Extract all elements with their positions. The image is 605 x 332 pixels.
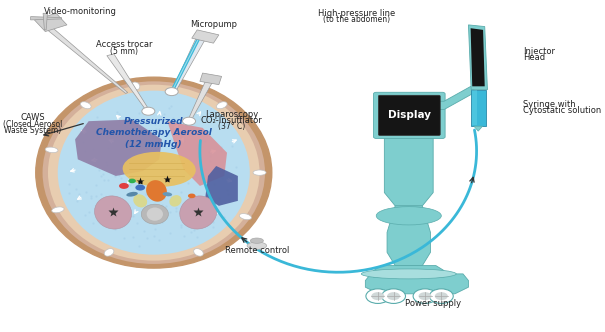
Polygon shape <box>468 25 488 90</box>
Polygon shape <box>200 73 221 85</box>
Text: Video-monitoring: Video-monitoring <box>44 7 117 16</box>
Circle shape <box>413 289 437 303</box>
Ellipse shape <box>42 81 265 264</box>
Polygon shape <box>53 173 137 244</box>
Text: (Closed Aerosol: (Closed Aerosol <box>3 120 62 129</box>
Circle shape <box>183 117 195 125</box>
Text: CAWS: CAWS <box>21 113 45 123</box>
Ellipse shape <box>51 207 64 213</box>
Polygon shape <box>107 54 150 112</box>
Ellipse shape <box>253 170 266 175</box>
Polygon shape <box>387 206 431 266</box>
Ellipse shape <box>133 194 147 208</box>
FancyBboxPatch shape <box>373 92 445 138</box>
Circle shape <box>371 292 384 300</box>
Text: CO₂-Insufflator: CO₂-Insufflator <box>200 116 262 125</box>
Text: Waste System): Waste System) <box>4 126 61 135</box>
Circle shape <box>119 183 129 189</box>
Polygon shape <box>170 173 254 244</box>
Circle shape <box>382 289 405 303</box>
Ellipse shape <box>169 195 181 207</box>
Polygon shape <box>471 28 485 86</box>
Circle shape <box>136 185 145 191</box>
Ellipse shape <box>361 269 456 279</box>
Text: Micropump: Micropump <box>190 20 237 30</box>
Ellipse shape <box>126 192 138 197</box>
Ellipse shape <box>48 85 260 261</box>
Ellipse shape <box>104 249 114 256</box>
Text: (37° C): (37° C) <box>218 122 245 131</box>
Ellipse shape <box>131 82 140 90</box>
Text: Access trocar: Access trocar <box>96 40 152 49</box>
Polygon shape <box>171 34 208 93</box>
Ellipse shape <box>180 196 217 229</box>
Ellipse shape <box>142 204 168 224</box>
Ellipse shape <box>94 196 132 229</box>
Ellipse shape <box>163 192 172 196</box>
Text: Laparoscopy: Laparoscopy <box>204 110 258 119</box>
Text: Injector: Injector <box>523 47 555 56</box>
Polygon shape <box>474 126 483 131</box>
Text: Syringe with: Syringe with <box>523 100 575 109</box>
Ellipse shape <box>57 91 250 255</box>
Text: Pressurized
Chemotherapy Aerosol
(12 mmHg): Pressurized Chemotherapy Aerosol (12 mmH… <box>96 117 212 149</box>
Polygon shape <box>471 90 486 126</box>
Polygon shape <box>384 106 433 206</box>
Ellipse shape <box>36 77 272 268</box>
Ellipse shape <box>376 207 441 225</box>
Ellipse shape <box>146 180 167 202</box>
Text: (5 mm): (5 mm) <box>110 47 138 56</box>
Circle shape <box>435 292 448 300</box>
Polygon shape <box>473 90 477 125</box>
Polygon shape <box>31 17 62 20</box>
Circle shape <box>188 194 195 198</box>
Polygon shape <box>34 13 67 32</box>
FancyBboxPatch shape <box>378 95 440 135</box>
Text: Display: Display <box>388 110 431 121</box>
Text: Head: Head <box>523 53 545 62</box>
Circle shape <box>419 292 431 300</box>
Polygon shape <box>75 120 162 176</box>
Polygon shape <box>188 77 214 122</box>
Text: Remote control: Remote control <box>224 246 289 255</box>
Ellipse shape <box>217 102 227 109</box>
Circle shape <box>128 179 136 183</box>
Ellipse shape <box>250 238 263 243</box>
Circle shape <box>387 292 400 300</box>
Text: Power supply: Power supply <box>405 299 461 308</box>
Circle shape <box>366 289 390 303</box>
Polygon shape <box>192 30 219 43</box>
Polygon shape <box>42 24 128 93</box>
Ellipse shape <box>194 249 203 256</box>
Circle shape <box>165 88 178 96</box>
Ellipse shape <box>247 242 267 249</box>
Text: High-pressure line: High-pressure line <box>318 9 394 19</box>
Polygon shape <box>43 13 47 30</box>
Ellipse shape <box>80 102 91 109</box>
Polygon shape <box>365 274 468 294</box>
Ellipse shape <box>147 208 163 221</box>
Text: Cytostatic solution: Cytostatic solution <box>523 106 601 115</box>
Circle shape <box>430 289 453 303</box>
Ellipse shape <box>123 152 196 187</box>
Polygon shape <box>168 121 227 186</box>
Polygon shape <box>205 166 238 206</box>
Circle shape <box>142 107 155 115</box>
Text: (to the abdomen): (to the abdomen) <box>322 15 390 25</box>
Polygon shape <box>373 266 444 277</box>
Ellipse shape <box>240 213 252 220</box>
Ellipse shape <box>45 147 58 153</box>
Polygon shape <box>430 85 474 110</box>
